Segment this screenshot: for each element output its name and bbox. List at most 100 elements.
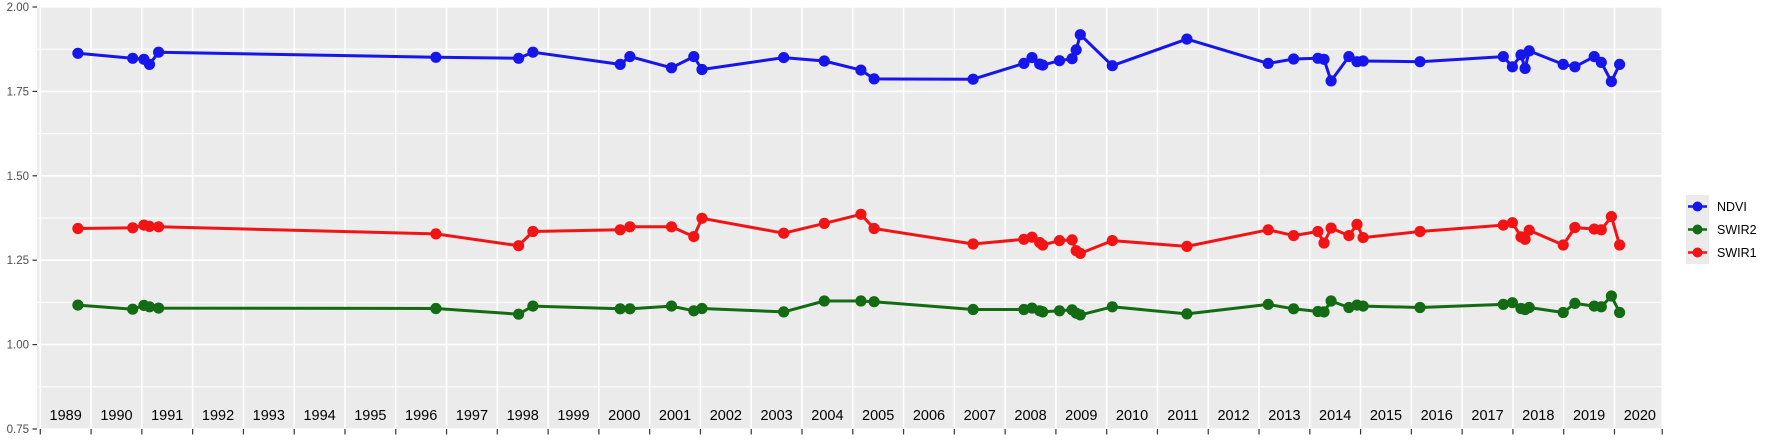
data-point-ndvi	[1262, 57, 1274, 69]
data-point-swir1	[1053, 235, 1066, 247]
y-axis-label: 1.25	[7, 255, 29, 267]
data-point-swir2	[1357, 300, 1369, 312]
data-point-swir1	[527, 225, 539, 238]
data-point-swir1	[665, 221, 678, 233]
x-year-label: 1997	[456, 408, 488, 424]
data-point-ndvi	[1181, 33, 1193, 45]
x-year-label: 2017	[1471, 408, 1503, 424]
x-year-label: 1996	[405, 408, 437, 424]
data-point-swir2	[1614, 306, 1626, 319]
x-year-label: 2010	[1116, 408, 1148, 424]
data-point-swir2	[855, 295, 867, 307]
data-point-swir1	[72, 222, 84, 235]
data-point-swir2	[818, 295, 830, 307]
data-point-swir1	[1523, 224, 1535, 236]
data-point-ndvi	[153, 46, 165, 58]
data-point-swir2	[1523, 301, 1535, 314]
x-year-label: 1989	[50, 408, 82, 424]
data-point-swir1	[1497, 219, 1509, 231]
x-year-label: 1993	[253, 408, 285, 424]
data-point-swir1	[967, 238, 979, 250]
legend-label: SWIR2	[1717, 222, 1757, 237]
data-point-ndvi	[614, 58, 626, 70]
data-point-ndvi	[1066, 53, 1078, 65]
x-year-label: 2004	[811, 408, 843, 424]
data-point-swir1	[1357, 232, 1369, 244]
data-point-ndvi	[72, 47, 84, 59]
x-year-label: 2014	[1319, 408, 1351, 424]
y-axis-label: 2.00	[7, 2, 29, 14]
data-point-swir1	[1262, 224, 1274, 236]
data-point-swir2	[527, 300, 539, 312]
data-point-swir1	[1318, 237, 1330, 249]
data-point-swir2	[1106, 301, 1118, 313]
data-point-swir2	[1497, 298, 1509, 310]
data-point-ndvi	[1343, 51, 1355, 63]
data-point-swir1	[1605, 211, 1617, 223]
data-point-swir2	[1262, 298, 1274, 310]
data-point-swir1	[818, 217, 830, 229]
data-point-swir2	[1595, 301, 1607, 313]
legend-label: NDVI	[1717, 199, 1747, 214]
data-point-swir2	[967, 303, 979, 316]
data-point-ndvi	[1414, 56, 1426, 68]
data-point-swir2	[1074, 309, 1086, 321]
data-point-swir1	[855, 208, 867, 220]
data-point-swir1	[1569, 221, 1581, 234]
x-year-label: 1990	[100, 408, 132, 424]
data-point-swir2	[72, 299, 84, 311]
data-point-ndvi	[624, 51, 636, 63]
x-year-label: 2001	[659, 408, 691, 424]
data-point-swir2	[868, 296, 880, 308]
data-point-swir1	[1343, 230, 1355, 242]
data-point-ndvi	[1053, 55, 1066, 67]
legend-item-swir1: SWIR1	[1686, 241, 1757, 264]
x-year-label: 2000	[608, 408, 640, 424]
data-point-ndvi	[1074, 29, 1086, 41]
data-point-swir2	[1288, 303, 1300, 315]
data-point-swir2	[1037, 306, 1049, 318]
data-point-swir2	[1414, 301, 1426, 314]
data-point-swir2	[696, 302, 708, 315]
data-point-swir1	[1288, 230, 1300, 242]
data-point-swir1	[688, 231, 700, 243]
data-point-ndvi	[665, 62, 678, 74]
data-point-swir2	[1325, 295, 1337, 307]
data-point-swir2	[1569, 297, 1581, 309]
data-point-ndvi	[1288, 53, 1300, 65]
x-year-label: 2008	[1014, 408, 1046, 424]
data-point-swir1	[868, 222, 880, 235]
data-point-swir1	[430, 228, 442, 240]
x-year-label: 2012	[1217, 408, 1249, 424]
x-year-label: 2002	[710, 408, 742, 424]
data-point-swir2	[614, 303, 626, 315]
data-point-swir2	[1506, 297, 1518, 309]
data-point-swir1	[1106, 235, 1118, 247]
data-point-swir2	[624, 303, 636, 315]
data-point-swir1	[1074, 247, 1086, 259]
data-point-swir1	[1037, 239, 1049, 251]
legend-label: SWIR1	[1717, 245, 1757, 260]
data-point-ndvi	[1026, 52, 1038, 64]
x-year-label: 2016	[1421, 408, 1453, 424]
data-point-swir1	[1595, 224, 1607, 236]
x-year-label: 2005	[862, 408, 894, 424]
data-point-swir2	[1181, 308, 1193, 320]
data-point-ndvi	[1325, 75, 1337, 87]
data-point-swir1	[153, 221, 165, 233]
data-point-swir2	[143, 301, 156, 313]
data-point-ndvi	[513, 52, 525, 64]
data-point-swir1	[1351, 218, 1363, 230]
x-year-label: 1992	[202, 408, 234, 424]
data-point-swir2	[1318, 306, 1330, 318]
data-point-swir1	[624, 221, 636, 233]
data-point-ndvi	[143, 58, 156, 70]
data-point-ndvi	[1357, 55, 1369, 67]
x-year-label: 2019	[1573, 408, 1605, 424]
data-point-ndvi	[1569, 61, 1581, 73]
x-year-label: 2011	[1167, 408, 1198, 424]
data-point-swir1	[1506, 217, 1518, 229]
data-point-ndvi	[527, 46, 539, 58]
